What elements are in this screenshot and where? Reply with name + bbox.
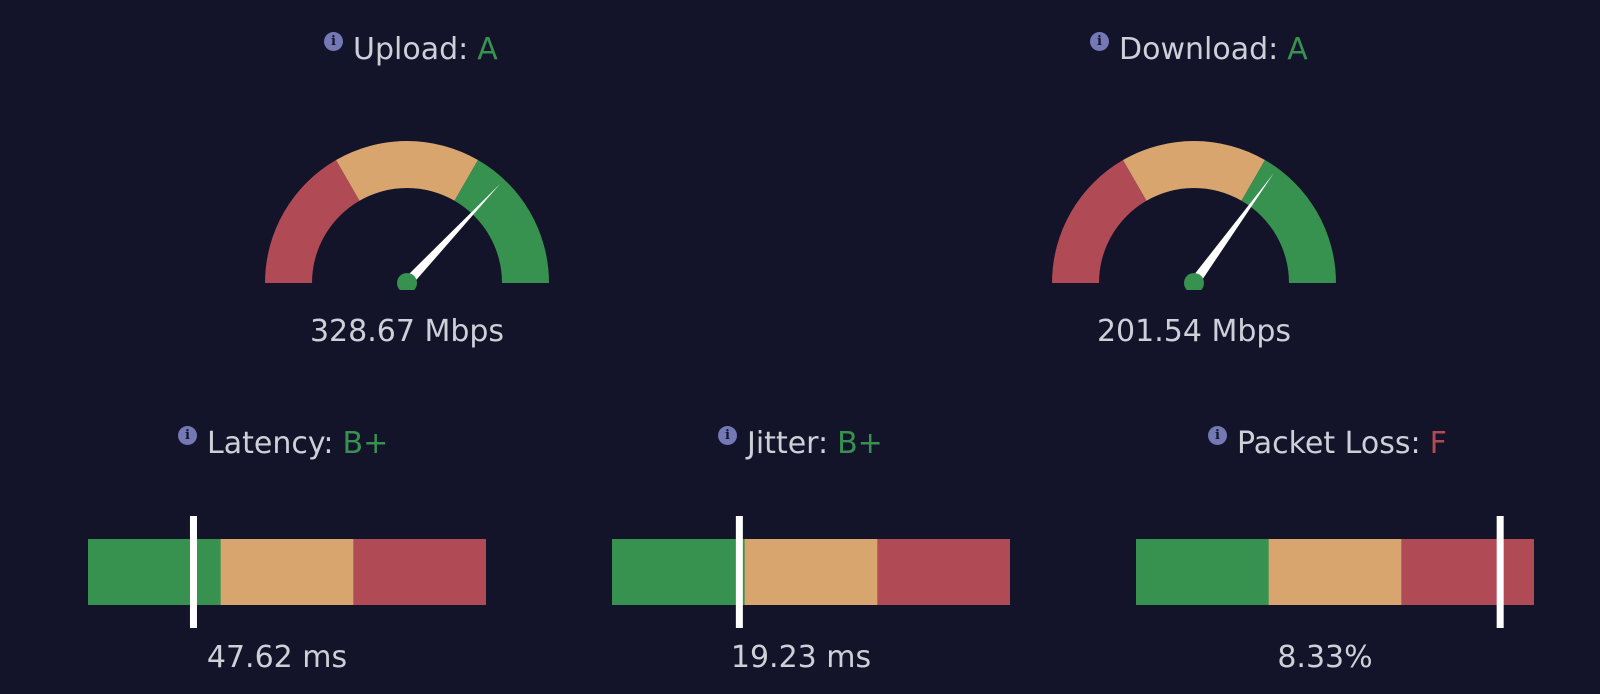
packet-loss-grade: F bbox=[1429, 426, 1447, 461]
download-gauge bbox=[1052, 141, 1336, 290]
latency-info-icon[interactable]: i bbox=[178, 425, 197, 445]
upload-gauge-segment-good bbox=[454, 160, 549, 283]
upload-gauge bbox=[265, 141, 549, 290]
latency-bar-marker bbox=[189, 516, 197, 628]
latency-bar-segment-bad bbox=[353, 539, 486, 605]
packet-loss-label: Packet Loss: bbox=[1237, 426, 1421, 461]
jitter-bar-segment-medium bbox=[744, 539, 878, 605]
packet-loss-title: i Packet Loss: F bbox=[1208, 420, 1447, 468]
download-gauge-segment-bad bbox=[1052, 160, 1147, 283]
latency-grade: B+ bbox=[342, 426, 389, 461]
jitter-label: Jitter: bbox=[747, 426, 829, 461]
latency-bar-segment-medium bbox=[220, 539, 354, 605]
download-info-icon[interactable]: i bbox=[1090, 31, 1109, 51]
latency-bar-segment-good bbox=[88, 539, 222, 605]
packet_loss-bar-segment-good bbox=[1136, 539, 1270, 605]
upload-label: Upload: bbox=[353, 32, 469, 67]
jitter-info-icon[interactable]: i bbox=[718, 425, 737, 445]
upload-gauge-segment-bad bbox=[265, 160, 360, 283]
upload-value: 328.67 Mbps bbox=[309, 314, 505, 349]
download-gauge-needle bbox=[1189, 172, 1274, 286]
download-gauge-hub bbox=[1184, 273, 1204, 290]
latency-bar bbox=[88, 516, 486, 628]
latency-label: Latency: bbox=[207, 426, 334, 461]
packet_loss-bar-segment-medium bbox=[1268, 539, 1402, 605]
packet_loss-bar-segment-bad bbox=[1401, 539, 1534, 605]
download-gauge-segment-medium bbox=[1123, 141, 1265, 201]
upload-info-icon[interactable]: i bbox=[324, 31, 343, 51]
jitter-grade: B+ bbox=[837, 426, 883, 461]
upload-gauge-needle bbox=[403, 183, 501, 287]
packet_loss-bar-marker bbox=[1496, 516, 1504, 628]
jitter-title: i Jitter: B+ bbox=[718, 420, 883, 468]
upload-gauge-segment-medium bbox=[336, 141, 478, 201]
jitter-bar-segment-bad bbox=[877, 539, 1010, 605]
jitter-bar bbox=[612, 516, 1010, 628]
download-gauge-segment-good bbox=[1241, 160, 1336, 283]
upload-gauge-hub bbox=[397, 273, 417, 290]
jitter-bar-marker bbox=[735, 516, 743, 628]
packet-loss-info-icon[interactable]: i bbox=[1208, 425, 1227, 445]
download-value: 201.54 Mbps bbox=[1096, 314, 1292, 349]
latency-title: i Latency: B+ bbox=[178, 420, 388, 468]
download-title: i Download: A bbox=[1090, 26, 1308, 74]
upload-title: i Upload: A bbox=[324, 26, 498, 74]
jitter-bar-segment-good bbox=[612, 539, 746, 605]
upload-grade: A bbox=[477, 32, 498, 67]
packet-loss-value: 8.33% bbox=[1277, 640, 1373, 675]
download-label: Download: bbox=[1119, 32, 1279, 67]
download-grade: A bbox=[1287, 32, 1308, 67]
latency-value: 47.62 ms bbox=[206, 640, 348, 675]
jitter-value: 19.23 ms bbox=[730, 640, 872, 675]
packet-loss-bar bbox=[1136, 516, 1534, 628]
